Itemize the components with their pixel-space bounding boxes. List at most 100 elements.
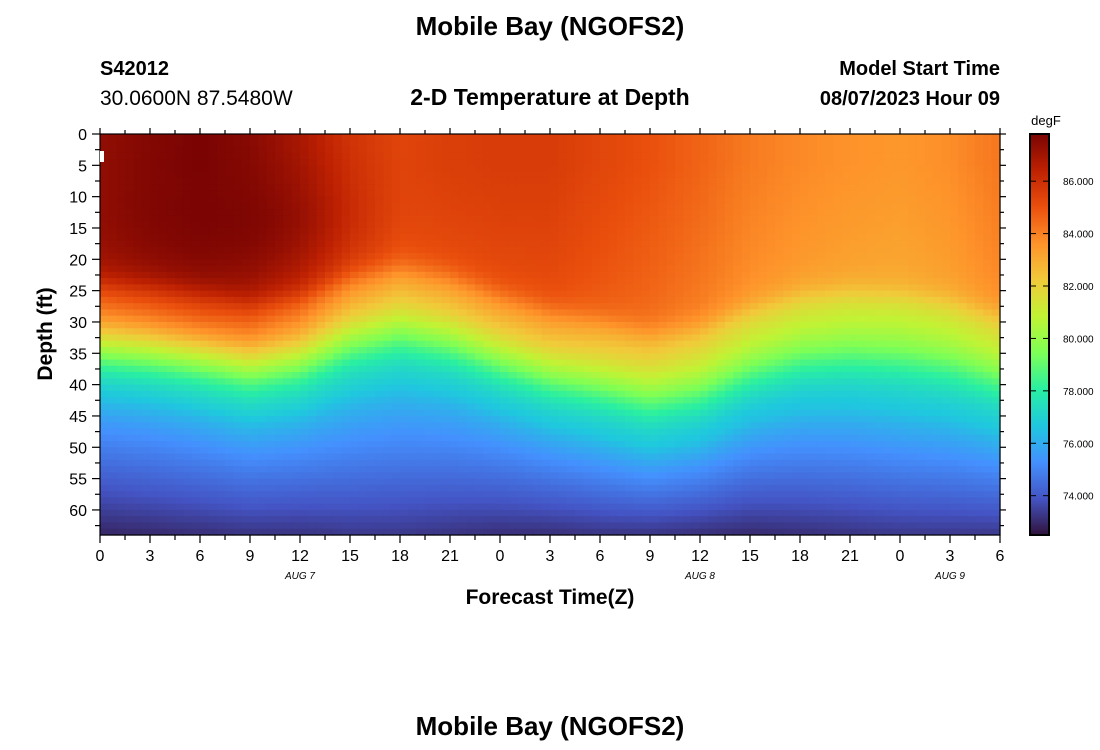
heatmap-cell — [966, 265, 976, 273]
heatmap-cell — [475, 372, 484, 379]
heatmap-cell — [391, 340, 401, 348]
heatmap-cell — [408, 190, 418, 198]
heatmap-cell — [133, 227, 143, 235]
heatmap-cell — [683, 415, 693, 423]
heatmap-cell — [675, 177, 684, 185]
heatmap-cell — [333, 284, 343, 292]
heatmap-cell — [425, 152, 434, 160]
heatmap-cell — [858, 184, 868, 191]
heatmap-cell — [525, 134, 534, 141]
heatmap-cell — [400, 359, 409, 367]
heatmap-cell — [750, 271, 759, 279]
heatmap-cell — [250, 397, 259, 405]
heatmap-cell — [183, 234, 193, 242]
heatmap-cell — [566, 415, 576, 423]
heatmap-cell — [383, 347, 393, 354]
heatmap-cell — [500, 359, 509, 367]
heatmap-cell — [333, 303, 343, 311]
heatmap-cell — [816, 253, 826, 260]
heatmap-cell — [241, 140, 251, 148]
heatmap-cell — [783, 140, 793, 148]
heatmap-cell — [158, 271, 168, 279]
heatmap-cell — [350, 134, 359, 141]
heatmap-cell — [200, 177, 209, 185]
heatmap-cell — [891, 171, 901, 179]
heatmap-cell — [183, 253, 193, 260]
heatmap-cell — [858, 409, 868, 417]
heatmap-cell — [491, 234, 501, 242]
heatmap-cell — [958, 340, 968, 348]
heatmap-cell — [950, 171, 959, 179]
heatmap-cell — [533, 184, 543, 191]
heatmap-cell — [266, 359, 276, 367]
heatmap-cell — [366, 227, 376, 235]
heatmap-cell — [416, 253, 426, 260]
heatmap-cell — [375, 415, 384, 423]
heatmap-cell — [258, 372, 268, 379]
heatmap-cell — [383, 278, 393, 285]
heatmap-cell — [391, 303, 401, 311]
heatmap-cell — [108, 190, 118, 198]
heatmap-cell — [283, 315, 293, 323]
heatmap-cell — [783, 240, 793, 248]
heatmap-cell — [808, 303, 818, 311]
heatmap-cell — [583, 347, 593, 354]
heatmap-cell — [525, 359, 534, 367]
heatmap-cell — [741, 146, 751, 154]
heatmap-cell — [183, 159, 193, 166]
heatmap-cell — [491, 215, 501, 223]
heatmap-cell — [208, 372, 218, 379]
heatmap-cell — [641, 334, 651, 342]
heatmap-cell — [550, 328, 559, 336]
heatmap-cell — [283, 184, 293, 191]
heatmap-cell — [366, 253, 376, 260]
heatmap-cell — [733, 278, 743, 285]
heatmap-cell — [966, 215, 976, 223]
heatmap-cell — [775, 177, 784, 185]
heatmap-cell — [466, 347, 476, 354]
heatmap-cell — [791, 140, 801, 148]
heatmap-cell — [416, 340, 426, 348]
heatmap-cell — [208, 146, 218, 154]
heatmap-cell — [641, 221, 651, 229]
heatmap-cell — [166, 303, 176, 311]
heatmap-cell — [875, 165, 884, 173]
heatmap-cell — [758, 390, 768, 398]
heatmap-cell — [858, 415, 868, 423]
heatmap-cell — [575, 140, 584, 148]
heatmap-cell — [816, 146, 826, 154]
heatmap-cell — [941, 259, 951, 267]
heatmap-cell — [316, 177, 326, 185]
heatmap-cell — [625, 409, 634, 417]
heatmap-cell — [750, 309, 759, 317]
heatmap-cell — [458, 409, 468, 417]
heatmap-cell — [125, 190, 134, 198]
heatmap-cell — [150, 221, 159, 229]
heatmap-cell — [500, 415, 509, 423]
heatmap-cell — [241, 190, 251, 198]
heatmap-cell — [675, 296, 684, 304]
heatmap-cell — [108, 384, 118, 392]
heatmap-cell — [900, 134, 909, 141]
heatmap-cell — [241, 209, 251, 217]
heatmap-cell — [533, 240, 543, 248]
heatmap-cell — [241, 146, 251, 154]
heatmap-cell — [700, 315, 709, 323]
heatmap-cell — [766, 359, 776, 367]
heatmap-cell — [908, 353, 918, 361]
heatmap-cell — [191, 353, 201, 361]
heatmap-cell — [383, 246, 393, 254]
heatmap-cell — [200, 334, 209, 342]
heatmap-cell — [550, 246, 559, 254]
heatmap-cell — [591, 397, 601, 405]
heatmap-cell — [916, 177, 926, 185]
heatmap-cell — [683, 134, 693, 141]
heatmap-cell — [550, 403, 559, 411]
heatmap-cell — [600, 290, 609, 298]
heatmap-cell — [391, 265, 401, 273]
heatmap-cell — [758, 415, 768, 423]
heatmap-cell — [216, 340, 226, 348]
heatmap-cell — [850, 296, 859, 304]
heatmap-cell — [866, 259, 876, 267]
heatmap-cell — [508, 171, 518, 179]
